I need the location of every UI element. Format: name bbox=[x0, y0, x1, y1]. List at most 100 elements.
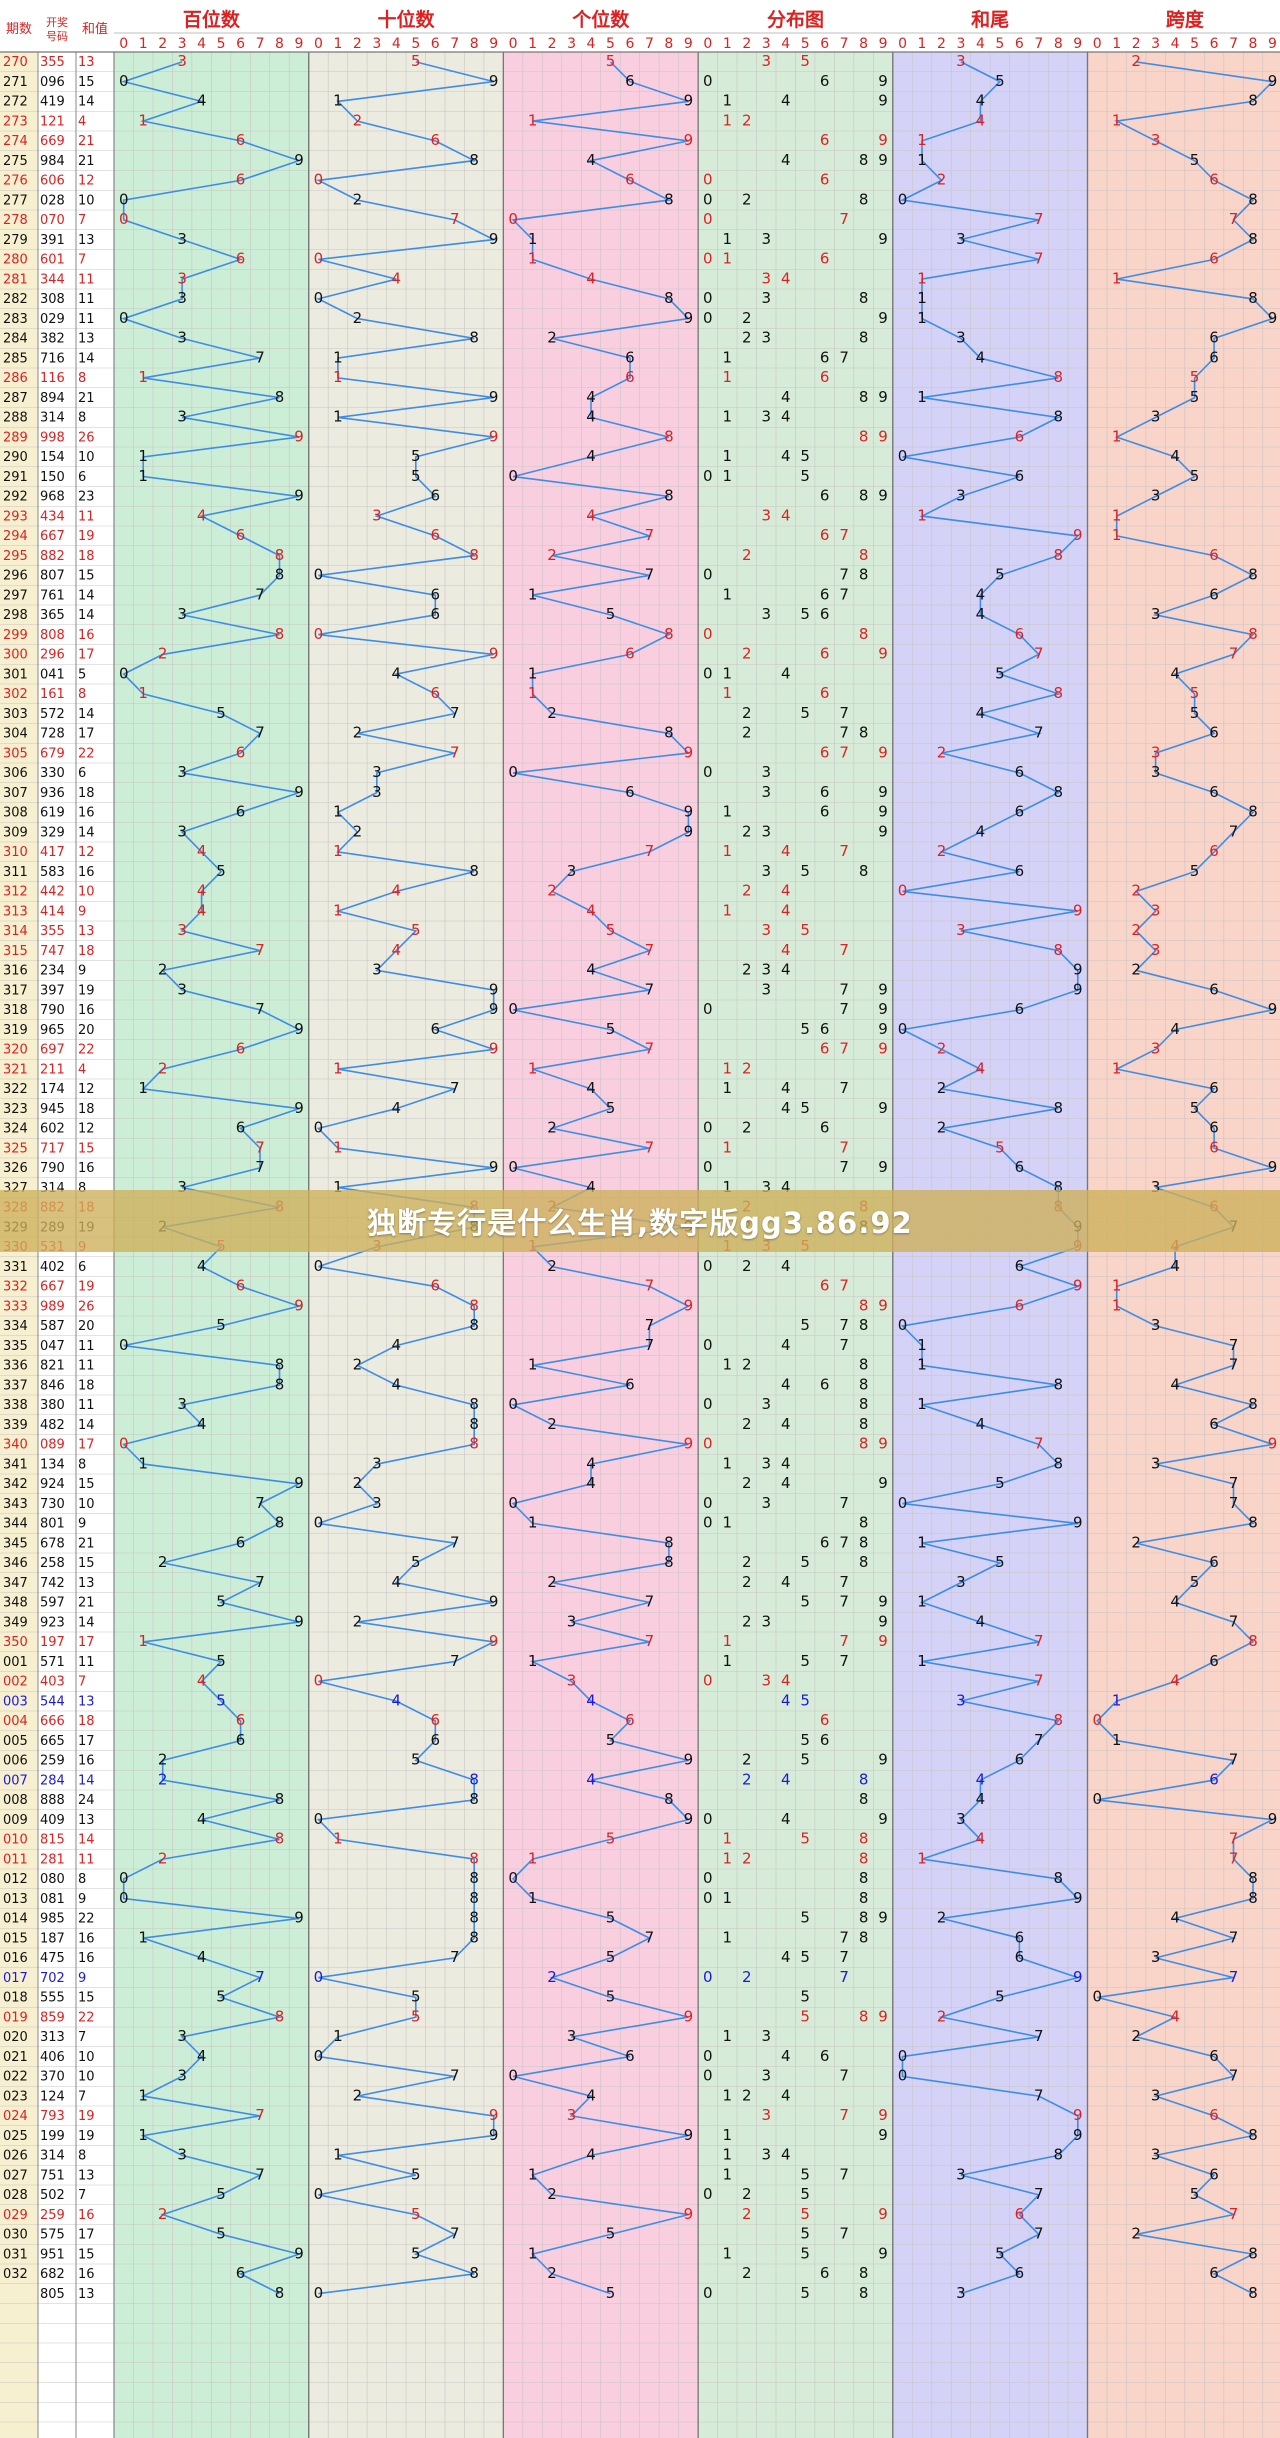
draw-cell: 808 bbox=[40, 628, 65, 643]
span-digit: 4 bbox=[1170, 1909, 1180, 1927]
distribution-digit: 4 bbox=[781, 2047, 791, 2065]
digit-header: 9 bbox=[295, 36, 304, 52]
sum-tail-digit: 6 bbox=[1015, 1751, 1025, 1769]
period-cell: 290 bbox=[3, 450, 28, 465]
distribution-digit: 6 bbox=[820, 585, 830, 603]
distribution-digit: 1 bbox=[723, 1059, 733, 1077]
draw-cell: 344 bbox=[40, 272, 65, 287]
sum-tail-digit: 5 bbox=[995, 72, 1005, 90]
hundreds-digit: 5 bbox=[216, 1691, 226, 1709]
units-digit: 2 bbox=[547, 1257, 557, 1275]
hundreds-digit: 2 bbox=[158, 1849, 168, 1867]
tens-digit: 0 bbox=[314, 289, 324, 307]
hundreds-digit: 9 bbox=[294, 1099, 304, 1117]
span-digit: 3 bbox=[1151, 605, 1161, 623]
distribution-digit: 1 bbox=[723, 803, 733, 821]
digit-header: 7 bbox=[1034, 36, 1043, 52]
distribution-digit: 8 bbox=[859, 2007, 869, 2025]
period-cell: 325 bbox=[3, 1141, 28, 1156]
hundreds-digit: 1 bbox=[138, 447, 148, 465]
digit-header: 4 bbox=[197, 36, 206, 52]
digit-header: 0 bbox=[898, 36, 907, 52]
draw-cell: 667 bbox=[40, 1280, 65, 1295]
hundreds-digit: 7 bbox=[255, 585, 265, 603]
digit-header: 5 bbox=[606, 36, 615, 52]
period-header: 期数 bbox=[6, 22, 32, 37]
distribution-digit: 6 bbox=[820, 1533, 830, 1551]
period-cell: 302 bbox=[3, 687, 28, 702]
digit-header: 7 bbox=[450, 36, 459, 52]
distribution-digit: 5 bbox=[800, 1988, 810, 2006]
hundreds-digit: 7 bbox=[255, 2106, 265, 2124]
tens-digit: 9 bbox=[489, 72, 499, 90]
span-digit: 5 bbox=[1190, 151, 1200, 169]
span-digit: 4 bbox=[1170, 664, 1180, 682]
tens-digit: 6 bbox=[430, 526, 440, 544]
units-digit: 7 bbox=[645, 526, 655, 544]
distribution-digit: 0 bbox=[703, 1000, 713, 1018]
sum-cell: 11 bbox=[78, 292, 95, 307]
period-cell: 011 bbox=[3, 1852, 28, 1867]
sum-tail-digit: 1 bbox=[917, 1336, 927, 1354]
distribution-digit: 1 bbox=[723, 467, 733, 485]
banner-text: 独断专行是什么生肖,数字版gg3.86.92 bbox=[367, 1206, 913, 1240]
period-cell: 299 bbox=[3, 628, 28, 643]
distribution-digit: 4 bbox=[781, 151, 791, 169]
sum-tail-digit: 4 bbox=[976, 1415, 986, 1433]
units-digit: 1 bbox=[528, 1889, 538, 1907]
distribution-digit: 4 bbox=[781, 2146, 791, 2164]
digit-header: 8 bbox=[1054, 36, 1063, 52]
draw-cell: 815 bbox=[40, 1833, 65, 1848]
digit-header: 9 bbox=[489, 36, 498, 52]
sum-tail-digit: 1 bbox=[917, 1593, 927, 1611]
tens-digit: 8 bbox=[469, 329, 479, 347]
sum-tail-digit: 5 bbox=[995, 2244, 1005, 2262]
span-digit: 1 bbox=[1112, 1059, 1122, 1077]
draw-header: 开奖 bbox=[46, 15, 68, 29]
sum-cell: 21 bbox=[78, 1536, 95, 1551]
sum-cell: 16 bbox=[78, 1754, 95, 1769]
hundreds-digit: 8 bbox=[275, 546, 285, 564]
distribution-digit: 9 bbox=[878, 230, 888, 248]
sum-tail-digit: 0 bbox=[898, 1020, 908, 1038]
units-digit: 8 bbox=[664, 1790, 674, 1808]
draw-cell: 197 bbox=[40, 1635, 65, 1650]
tens-digit: 9 bbox=[489, 230, 499, 248]
distribution-digit: 1 bbox=[723, 250, 733, 268]
tens-digit: 8 bbox=[469, 1296, 479, 1314]
span-digit: 6 bbox=[1209, 2106, 1219, 2124]
draw-cell: 391 bbox=[40, 233, 65, 248]
draw-cell: 402 bbox=[40, 1260, 65, 1275]
sum-tail-digit: 9 bbox=[1073, 1968, 1083, 1986]
span-digit: 8 bbox=[1248, 230, 1258, 248]
distribution-digit: 6 bbox=[820, 2264, 830, 2282]
hundreds-digit: 6 bbox=[236, 1731, 246, 1749]
draw-cell: 544 bbox=[40, 1694, 65, 1709]
period-cell: 279 bbox=[3, 233, 28, 248]
sum-cell: 22 bbox=[78, 1912, 95, 1927]
span-digit: 2 bbox=[1131, 2225, 1141, 2243]
period-cell: 322 bbox=[3, 1082, 28, 1097]
draw-cell: 174 bbox=[40, 1082, 65, 1097]
span-digit: 1 bbox=[1112, 1296, 1122, 1314]
units-digit: 6 bbox=[625, 72, 635, 90]
hundreds-digit: 4 bbox=[197, 1672, 207, 1690]
tens-digit: 9 bbox=[489, 1040, 499, 1058]
units-digit: 2 bbox=[547, 1573, 557, 1591]
distribution-digit: 8 bbox=[859, 151, 869, 169]
span-digit: 7 bbox=[1229, 1336, 1239, 1354]
distribution-digit: 5 bbox=[800, 1909, 810, 1927]
hundreds-digit: 1 bbox=[138, 1632, 148, 1650]
draw-cell: 150 bbox=[40, 470, 65, 485]
hundreds-digit: 3 bbox=[177, 408, 187, 426]
sum-tail-digit: 8 bbox=[1054, 408, 1064, 426]
distribution-digit: 0 bbox=[703, 763, 713, 781]
digit-header: 6 bbox=[1015, 36, 1024, 52]
span-digit: 2 bbox=[1131, 2027, 1141, 2045]
hundreds-digit: 1 bbox=[138, 1079, 148, 1097]
units-digit: 6 bbox=[625, 368, 635, 386]
distribution-digit: 4 bbox=[781, 408, 791, 426]
digit-header: 7 bbox=[645, 36, 654, 52]
span-digit: 3 bbox=[1151, 941, 1161, 959]
digit-header: 5 bbox=[411, 36, 420, 52]
